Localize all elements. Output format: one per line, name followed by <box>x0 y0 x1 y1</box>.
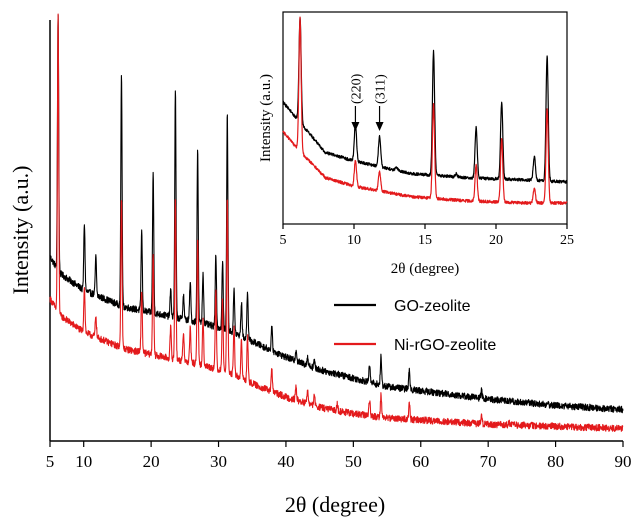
main-x-tick-label: 40 <box>277 452 294 471</box>
annotation-arrowhead <box>351 122 360 131</box>
main-y-axis-title: Intensity (a.u.) <box>8 166 33 295</box>
inset-plot: 5 10 15 20 25 (220) (311) 2θ (degree) Intensi… <box>258 11 574 277</box>
main-x-tick-label: 80 <box>547 452 564 471</box>
inset-series-go-zeolite <box>282 16 568 184</box>
main-x-axis-title: 2θ (degree) <box>285 492 385 517</box>
inset-y-axis-title: Intensity (a.u.) <box>258 74 274 162</box>
main-x-tick-label: 20 <box>143 452 160 471</box>
main-x-ticks: 5 10 20 30 40 50 60 70 80 90 <box>46 441 632 471</box>
annotation-arrowhead <box>375 122 384 131</box>
annotation-311: (311) <box>374 74 389 131</box>
main-x-tick-label: 50 <box>345 452 362 471</box>
inset-x-ticks: 5 10 15 20 25 <box>280 224 574 248</box>
annotation-220: (220) <box>349 73 364 131</box>
inset-x-axis-title: 2θ (degree) <box>391 261 459 277</box>
inset-series <box>282 16 568 206</box>
main-x-tick-label: 30 <box>210 452 227 471</box>
inset-series-ni-rgo-zeolite <box>282 16 568 206</box>
main-series-ni-rgo-zeolite <box>49 13 624 432</box>
main-x-tick-label: 10 <box>75 452 92 471</box>
main-x-tick-label: 60 <box>412 452 429 471</box>
inset-x-tick-label: 20 <box>489 233 503 248</box>
main-x-tick-label: 90 <box>615 452 632 471</box>
inset-x-tick-label: 25 <box>560 233 574 248</box>
annotation-label: (220) <box>349 73 364 104</box>
annotation-label: (311) <box>374 74 389 104</box>
legend-label-go-zeolite: GO-zeolite <box>394 298 471 315</box>
main-series-go-zeolite <box>49 14 624 414</box>
main-plot: 5 10 20 30 40 50 60 70 80 90 2θ (degree) Intensit… <box>8 13 632 517</box>
inset-frame <box>282 11 568 225</box>
main-x-tick-label: 5 <box>46 452 55 471</box>
main-x-tick-label: 70 <box>480 452 497 471</box>
inset-x-tick-label: 5 <box>280 233 287 248</box>
inset-x-tick-label: 15 <box>418 233 432 248</box>
inset-x-tick-label: 10 <box>347 233 361 248</box>
main-series <box>49 13 624 432</box>
legend-label-ni-rgo-zeolite: Ni-rGO-zeolite <box>394 337 496 354</box>
legend: GO-zeolite Ni-rGO-zeolite <box>334 298 496 354</box>
inset-annotations: (220) (311) <box>349 73 389 131</box>
